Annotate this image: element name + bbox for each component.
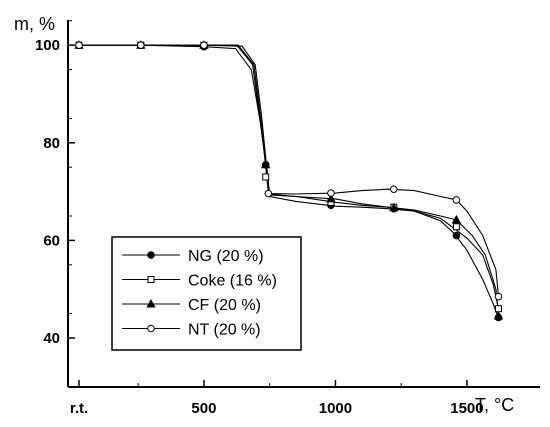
x-tick-label-1000: 1000 — [319, 400, 352, 417]
point-coke-16-3 — [262, 173, 270, 181]
legend-box — [111, 236, 302, 351]
x-tick-label-r-t: r.t. — [70, 400, 88, 417]
axes — [67, 20, 540, 388]
x-tick-label-1500: 1500 — [450, 400, 483, 417]
point-coke-16-6 — [452, 223, 460, 231]
point-cf-20-7 — [493, 310, 504, 320]
legend-label-ng-20: NG (20 %) — [188, 248, 264, 265]
x-ticks: r.t. 500 1000 1500 — [70, 380, 484, 417]
y-tick-label-80: 80 — [43, 135, 60, 152]
legend-marker-ng-20 — [147, 251, 155, 259]
y-tick-label-100: 100 — [35, 37, 60, 54]
y-axis-title: m, % — [14, 14, 55, 34]
series-curves — [79, 44, 500, 319]
legend-entries: NG (20 %) Coke (16 %) CF (20 %) NT (20 %) — [122, 248, 277, 339]
legend-label-coke-16: Coke (16 %) — [188, 273, 277, 290]
x-tick-label-500: 500 — [191, 400, 216, 417]
point-nt-20-7 — [494, 292, 503, 301]
series-line-cf-20 — [79, 44, 500, 317]
point-nt-20-5 — [390, 185, 398, 193]
legend-label-cf-20: CF (20 %) — [188, 297, 261, 314]
series-line-ng-20 — [79, 44, 500, 319]
point-cf-20-6 — [451, 214, 462, 224]
legend-label-nt-20: NT (20 %) — [188, 322, 261, 339]
legend: NG (20 %) Coke (16 %) CF (20 %) NT (20 %) — [111, 236, 302, 351]
point-nt-20-3 — [264, 189, 273, 198]
series-line-nt-20 — [79, 44, 500, 297]
x-axis-title: T, °C — [475, 395, 514, 415]
point-cf-20-3 — [261, 159, 271, 169]
point-nt-20-1 — [137, 41, 145, 50]
point-nt-20-2 — [200, 41, 208, 50]
point-nt-20-0 — [75, 41, 83, 50]
point-ng-20-6 — [452, 231, 461, 240]
point-nt-20-6 — [452, 196, 461, 204]
point-cf-20-4 — [326, 193, 336, 203]
y-tick-label-60: 60 — [43, 232, 60, 249]
series-markers — [74, 40, 504, 322]
legend-marker-cf-20 — [146, 298, 156, 308]
legend-marker-nt-20 — [147, 324, 155, 333]
y-tick-label-40: 40 — [43, 330, 60, 347]
point-nt-20-4 — [327, 189, 335, 197]
point-coke-16-7 — [494, 305, 502, 313]
y-ticks: 40 60 80 100 — [35, 20, 75, 347]
legend-marker-coke-16 — [147, 276, 155, 283]
point-cf-20-5 — [389, 202, 399, 212]
